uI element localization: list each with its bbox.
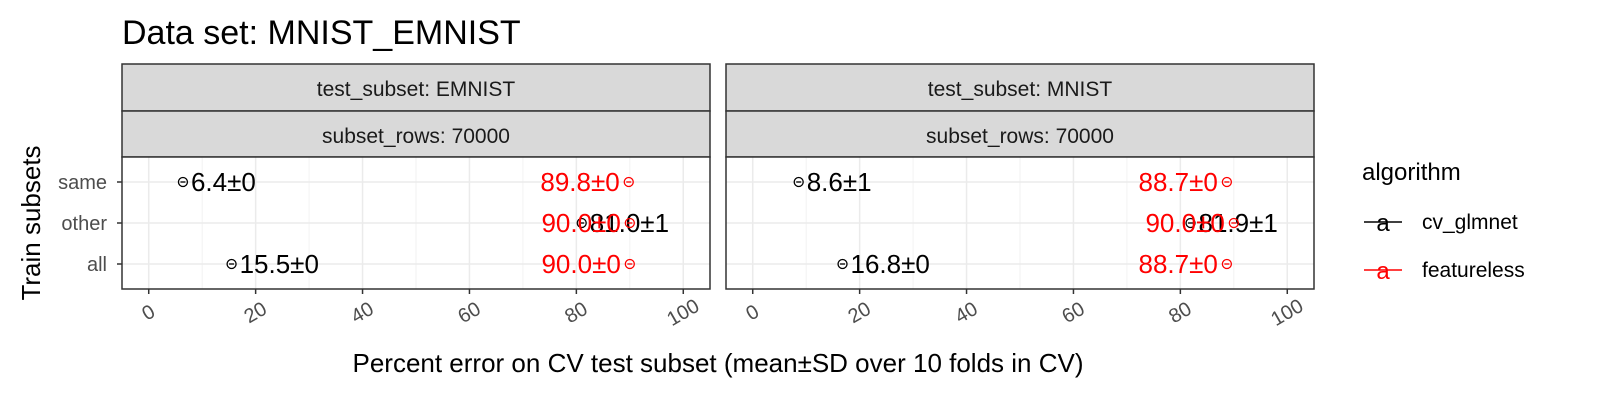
x-tick-label: 40 bbox=[951, 298, 981, 328]
y-axis-label: Train subsets bbox=[16, 145, 46, 300]
data-label: 90.0±0 bbox=[541, 208, 620, 238]
data-label: 8.6±1 bbox=[807, 167, 872, 197]
panel-1: test_subset: EMNIST subset_rows: 70000 6.4… bbox=[121, 63, 711, 331]
strip-bottom-bg bbox=[121, 110, 711, 158]
strip-top-label: test_subset: MNIST bbox=[928, 78, 1113, 101]
strip-bottom-label: subset_rows: 70000 bbox=[322, 125, 510, 148]
strip-bottom-label: subset_rows: 70000 bbox=[926, 125, 1114, 148]
point-cv_glmnet-all bbox=[837, 258, 848, 270]
legend-label-cv_glmnet: cv_glmnet bbox=[1422, 211, 1518, 234]
legend-title: algorithm bbox=[1362, 159, 1461, 186]
point-featureless-same bbox=[1221, 176, 1233, 188]
panel-2: test_subset: MNIST subset_rows: 70000 8.6±… bbox=[725, 63, 1315, 331]
point-featureless-same bbox=[623, 176, 634, 188]
point-featureless-other bbox=[1228, 217, 1239, 229]
data-label: 90.0±0 bbox=[1145, 208, 1224, 238]
panel-border bbox=[725, 156, 1315, 290]
y-tick-label: other bbox=[61, 213, 107, 235]
point-featureless-other bbox=[624, 217, 635, 229]
x-tick-label: 100 bbox=[663, 295, 703, 331]
legend-key-cv_glmnet: a bbox=[1364, 210, 1402, 237]
x-tick-label: 100 bbox=[1267, 295, 1307, 331]
data-label: 88.7±0 bbox=[1139, 167, 1218, 197]
legend-key-glyph: a bbox=[1376, 210, 1390, 237]
x-tick-label: 80 bbox=[1165, 298, 1195, 328]
point-featureless-all bbox=[624, 258, 635, 270]
data-label: 88.7±0 bbox=[1139, 249, 1218, 279]
x-tick-label: 0 bbox=[742, 301, 763, 326]
y-tick-label: all bbox=[87, 254, 107, 276]
x-tick-label: 60 bbox=[1058, 298, 1088, 328]
strip-top-bg bbox=[121, 63, 711, 112]
chart-title: Data set: MNIST_EMNIST bbox=[122, 14, 521, 52]
point-cv_glmnet-other bbox=[576, 217, 587, 229]
strip-top-bg bbox=[725, 63, 1315, 112]
y-tick-label: same bbox=[58, 172, 107, 194]
x-axis-label: Percent error on CV test subset (mean±SD… bbox=[352, 348, 1083, 378]
point-featureless-all bbox=[1221, 258, 1233, 270]
x-tick-label: 60 bbox=[454, 298, 484, 328]
data-label: 90.0±0 bbox=[541, 249, 620, 279]
point-cv_glmnet-same bbox=[793, 176, 804, 188]
point-cv_glmnet-all bbox=[226, 258, 237, 270]
point-cv_glmnet-other bbox=[1185, 217, 1196, 229]
point-cv_glmnet-same bbox=[177, 176, 189, 188]
data-label: 6.4±0 bbox=[191, 167, 256, 197]
data-label: 15.5±0 bbox=[240, 249, 319, 279]
legend-key-glyph: a bbox=[1376, 258, 1390, 285]
data-label: 16.8±0 bbox=[851, 249, 930, 279]
x-tick-label: 80 bbox=[561, 298, 591, 328]
strip-top-label: test_subset: EMNIST bbox=[317, 78, 516, 101]
x-tick-label: 20 bbox=[845, 298, 875, 328]
legend-key-featureless: a bbox=[1364, 258, 1402, 285]
panels: test_subset: EMNIST subset_rows: 70000 6.4… bbox=[58, 63, 1315, 331]
x-tick-label: 0 bbox=[138, 301, 159, 326]
data-label: 89.8±0 bbox=[540, 167, 619, 197]
x-tick-label: 20 bbox=[241, 298, 271, 328]
strip-bottom-bg bbox=[725, 110, 1315, 158]
legend-label-featureless: featureless bbox=[1422, 259, 1525, 282]
x-tick-label: 40 bbox=[347, 298, 377, 328]
